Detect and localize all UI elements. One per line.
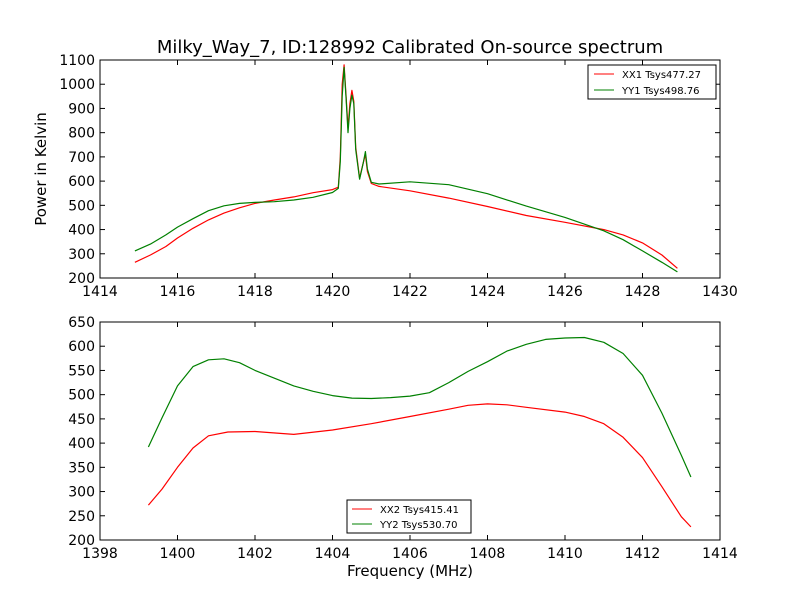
legend-label-xx1: XX1 Tsys477.27	[622, 70, 701, 81]
upper-x-tick-label: 1428	[625, 284, 661, 300]
lower-axis-ticks: 1398 1400 1402 1404 1406 1408 1410 1412 1414 200 2…	[68, 315, 738, 562]
lower-x-tick-label: 1412	[625, 546, 661, 562]
lower-y-tick-label: 450	[68, 412, 95, 428]
upper-legend: XX1 Tsys477.27 YY1 Tsys498.76	[587, 64, 717, 100]
lower-y-tick-label: 550	[68, 363, 95, 379]
legend-label-xx2: XX2 Tsys415.41	[380, 505, 459, 516]
upper-x-tick-label: 1422	[392, 284, 428, 300]
lower-series-line-1	[147, 403, 692, 528]
upper-x-tick-label: 1416	[160, 284, 196, 300]
lower-x-tick-label: 1408	[470, 546, 506, 562]
upper-series-lines	[134, 64, 678, 273]
upper-series-line-2	[134, 66, 678, 273]
y-axis-label: Power in Kelvin	[32, 112, 50, 226]
lower-plot-frame	[99, 321, 721, 541]
upper-series-line-1	[134, 64, 678, 269]
upper-y-tick-label: 1100	[59, 53, 95, 69]
upper-plot-frame	[99, 59, 721, 279]
upper-x-tick-label: 1418	[237, 284, 273, 300]
lower-y-tick-label: 300	[68, 485, 95, 501]
lower-x-tick-label: 1398	[82, 546, 118, 562]
chart-title: Milky_Way_7, ID:128992 Calibrated On-sou…	[157, 37, 663, 58]
lower-x-tick-label: 1400	[160, 546, 196, 562]
upper-x-tick-label: 1420	[315, 284, 351, 300]
lower-y-tick-label: 200	[68, 533, 95, 549]
x-axis-label: Frequency (MHz)	[347, 562, 473, 580]
lower-spectrum-panel: Frequency (MHz) 1398 1400 1402 1404 1406 1408…	[68, 315, 738, 580]
lower-y-tick-label: 600	[68, 339, 95, 355]
lower-x-tick-label: 1414	[702, 546, 738, 562]
lower-legend: XX2 Tsys415.41 YY2 Tsys530.70	[346, 499, 472, 534]
upper-y-tick-label: 400	[68, 223, 95, 239]
upper-legend-box	[587, 64, 717, 100]
upper-x-tick-label: 1430	[702, 284, 738, 300]
upper-y-tick-label: 200	[68, 271, 95, 287]
upper-x-tick-label: 1414	[82, 284, 118, 300]
upper-spectrum-panel: Milky_Way_7, ID:128992 Calibrated On-sou…	[32, 37, 738, 300]
upper-y-tick-label: 800	[68, 126, 95, 142]
lower-y-tick-label: 400	[68, 436, 95, 452]
lower-series-line-2	[147, 336, 692, 478]
upper-y-tick-label: 700	[68, 150, 95, 166]
upper-y-tick-label: 300	[68, 247, 95, 263]
lower-x-tick-label: 1406	[392, 546, 428, 562]
lower-y-tick-label: 650	[68, 315, 95, 331]
upper-y-tick-label: 500	[68, 198, 95, 214]
legend-label-yy2: YY2 Tsys530.70	[379, 520, 458, 531]
legend-label-yy1: YY1 Tsys498.76	[621, 86, 700, 97]
lower-legend-box	[346, 499, 472, 534]
upper-axis-ticks: 1414 1416 1418 1420 1422 1424 1426 1428 1430 200 3…	[59, 53, 737, 300]
lower-x-tick-label: 1402	[237, 546, 273, 562]
upper-y-tick-label: 900	[68, 101, 95, 117]
upper-x-tick-label: 1424	[470, 284, 506, 300]
lower-x-tick-label: 1410	[547, 546, 583, 562]
lower-y-tick-label: 350	[68, 460, 95, 476]
lower-y-tick-label: 500	[68, 388, 95, 404]
lower-y-tick-label: 250	[68, 509, 95, 525]
lower-x-tick-label: 1404	[315, 546, 351, 562]
lower-series-lines	[147, 336, 692, 528]
upper-x-tick-label: 1426	[547, 284, 583, 300]
upper-y-tick-label: 1000	[59, 77, 95, 93]
upper-y-tick-label: 600	[68, 174, 95, 190]
